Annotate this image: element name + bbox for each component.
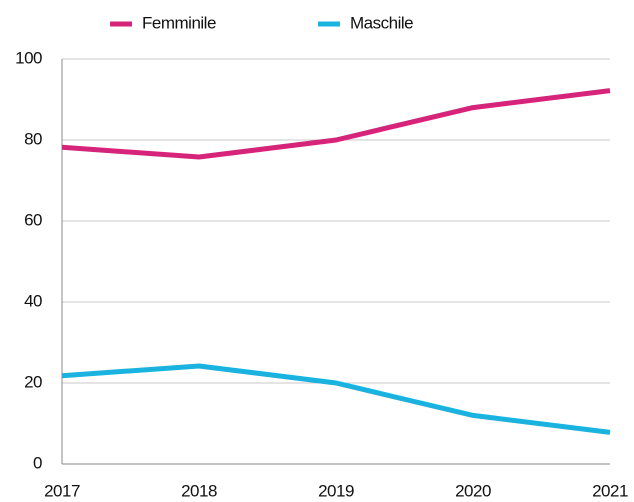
- x-tick-label: 2017: [44, 481, 80, 500]
- legend-label: Femminile: [142, 13, 216, 32]
- y-tick-label: 60: [24, 210, 42, 229]
- x-tick-label: 2020: [455, 481, 491, 500]
- y-tick-label: 80: [24, 129, 42, 148]
- y-tick-label: 40: [24, 291, 42, 310]
- legend-label: Maschile: [350, 13, 413, 32]
- series-line: [61, 363, 611, 435]
- y-tick-label: 20: [24, 372, 42, 391]
- y-tick-label: 100: [15, 48, 42, 67]
- x-tick-label: 2019: [318, 481, 354, 500]
- x-tick-label: 2018: [181, 481, 217, 500]
- y-tick-label: 0: [33, 453, 42, 472]
- x-tick-label: 2021: [592, 481, 628, 500]
- series-line: [61, 88, 611, 160]
